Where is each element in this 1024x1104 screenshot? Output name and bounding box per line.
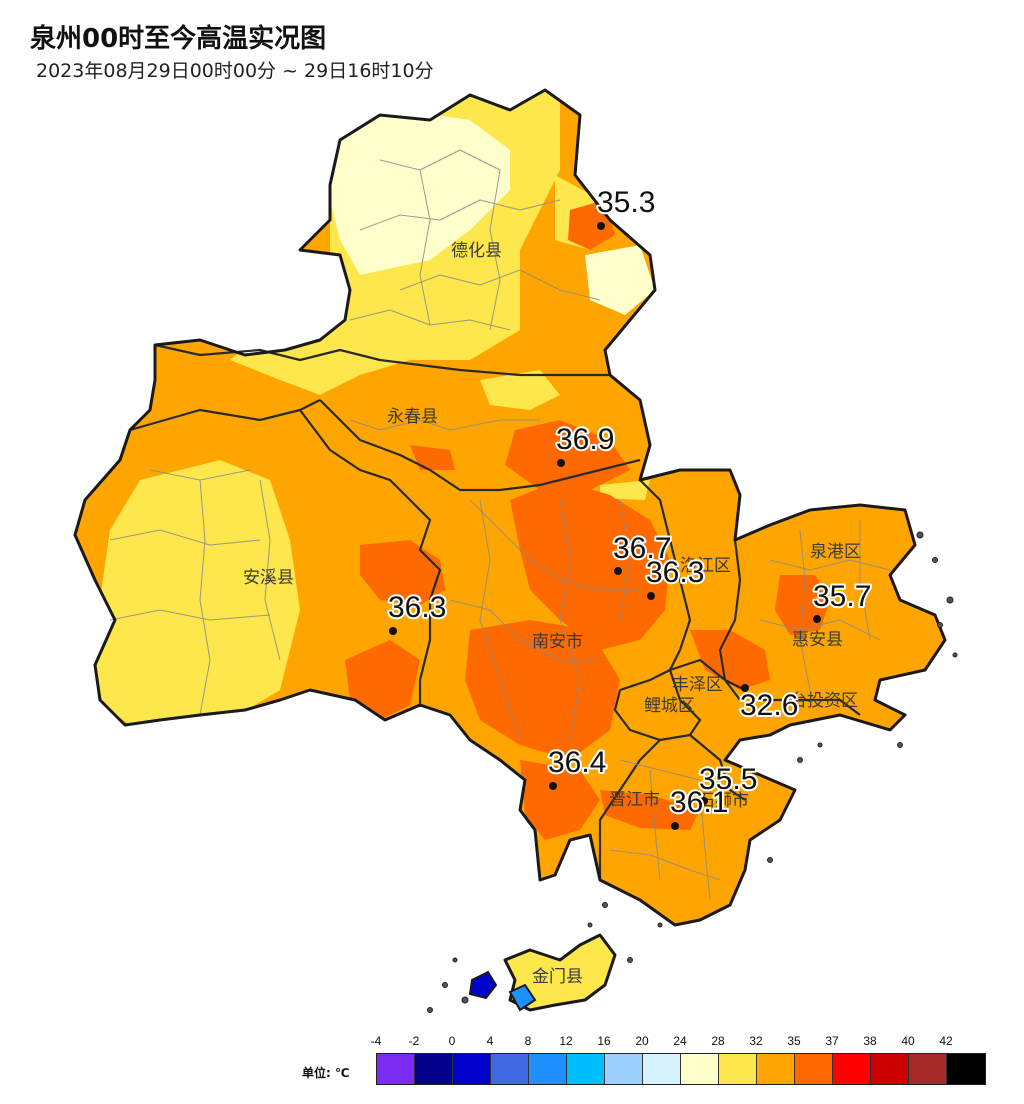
legend-unit-label: 单位: ℃ [302,1066,350,1080]
legend-swatch [643,1054,681,1084]
station-dot [813,615,821,623]
station-value-label: 36.7 [613,532,671,565]
station-dot [647,592,655,600]
legend-swatch [757,1054,795,1084]
station-dot [614,567,622,575]
legend-swatch [529,1054,567,1084]
station-value-label: 36.1 [670,786,728,819]
legend-tick-label: 0 [448,1034,456,1048]
station-value-label: 36.3 [646,556,704,589]
station-dot [557,459,565,467]
legend-swatch [567,1054,605,1084]
county-label-quangang: 泉港区 [810,542,861,562]
legend-tick-label: 35 [787,1034,801,1048]
color-legend: -4 -2 0 4 8 12 16 20 24 28 32 35 37 38 40 42 [300,1034,1000,1094]
station-value-label: 35.7 [813,580,871,613]
legend-swatch [491,1054,529,1084]
legend-swatch [415,1054,453,1084]
legend-tick-label: 12 [559,1034,573,1048]
county-label-yongchun: 永春县 [387,407,438,427]
legend-tick-label: 4 [486,1034,494,1048]
station-dot [549,782,557,790]
county-label-nanan: 南安市 [532,632,583,652]
county-label-jinjiang: 晋江市 [609,790,660,810]
legend-tick-label: -4 [370,1034,382,1048]
station-dot [671,822,679,830]
station-value-label: 32.6 [740,689,798,722]
station-value-label: 36.9 [556,423,614,456]
county-label-shishi: 石狮市 [698,791,749,811]
legend-tick-label: 37 [825,1034,839,1048]
legend-swatch [795,1054,833,1084]
legend-swatch [453,1054,491,1084]
county-label-huian: 惠安县 [792,630,843,650]
station-dot [700,797,708,805]
legend-swatch [719,1054,757,1084]
legend-tick-label: 8 [524,1034,532,1048]
legend-swatch [909,1054,947,1084]
legend-tick-label: 40 [901,1034,915,1048]
legend-tick-label: -2 [408,1034,420,1048]
legend-swatch [947,1054,985,1084]
map-subtitle: 2023年08月29日00时00分 ~ 29日16时10分 [36,60,434,82]
legend-tick-label: 20 [635,1034,649,1048]
legend-swatch [605,1054,643,1084]
county-label-dehua: 德化县 [451,241,502,261]
legend-swatch [871,1054,909,1084]
station-value-label: 36.3 [388,591,446,624]
station-value-label: 35.3 [597,186,655,219]
station-dot [389,627,397,635]
county-label-luojiang: 洛江区 [680,556,731,576]
county-label-licheng: 鲤城区 [644,696,695,716]
legend-tick-label: 42 [939,1034,953,1048]
county-label-kinmen: 金门县 [532,967,583,987]
legend-swatch [833,1054,871,1084]
legend-tick-label: 28 [711,1034,725,1048]
station-dot [597,222,605,230]
station-value-label: 36.4 [548,746,606,779]
legend-tick-label: 32 [749,1034,763,1048]
station-value-label: 35.5 [699,763,757,796]
legend-swatch [681,1054,719,1084]
legend-tick-label: 38 [863,1034,877,1048]
legend-colorbar [376,1053,986,1085]
legend-swatch [377,1054,415,1084]
county-label-taitou: 台投资区 [790,691,858,711]
county-label-fengze: 丰泽区 [672,675,723,695]
county-label-anxi: 安溪县 [243,568,294,588]
map-title: 泉州00时至今高温实况图 [30,24,327,54]
legend-tick-label: 24 [673,1034,687,1048]
station-dot [741,684,749,692]
legend-tick-label: 16 [597,1034,611,1048]
